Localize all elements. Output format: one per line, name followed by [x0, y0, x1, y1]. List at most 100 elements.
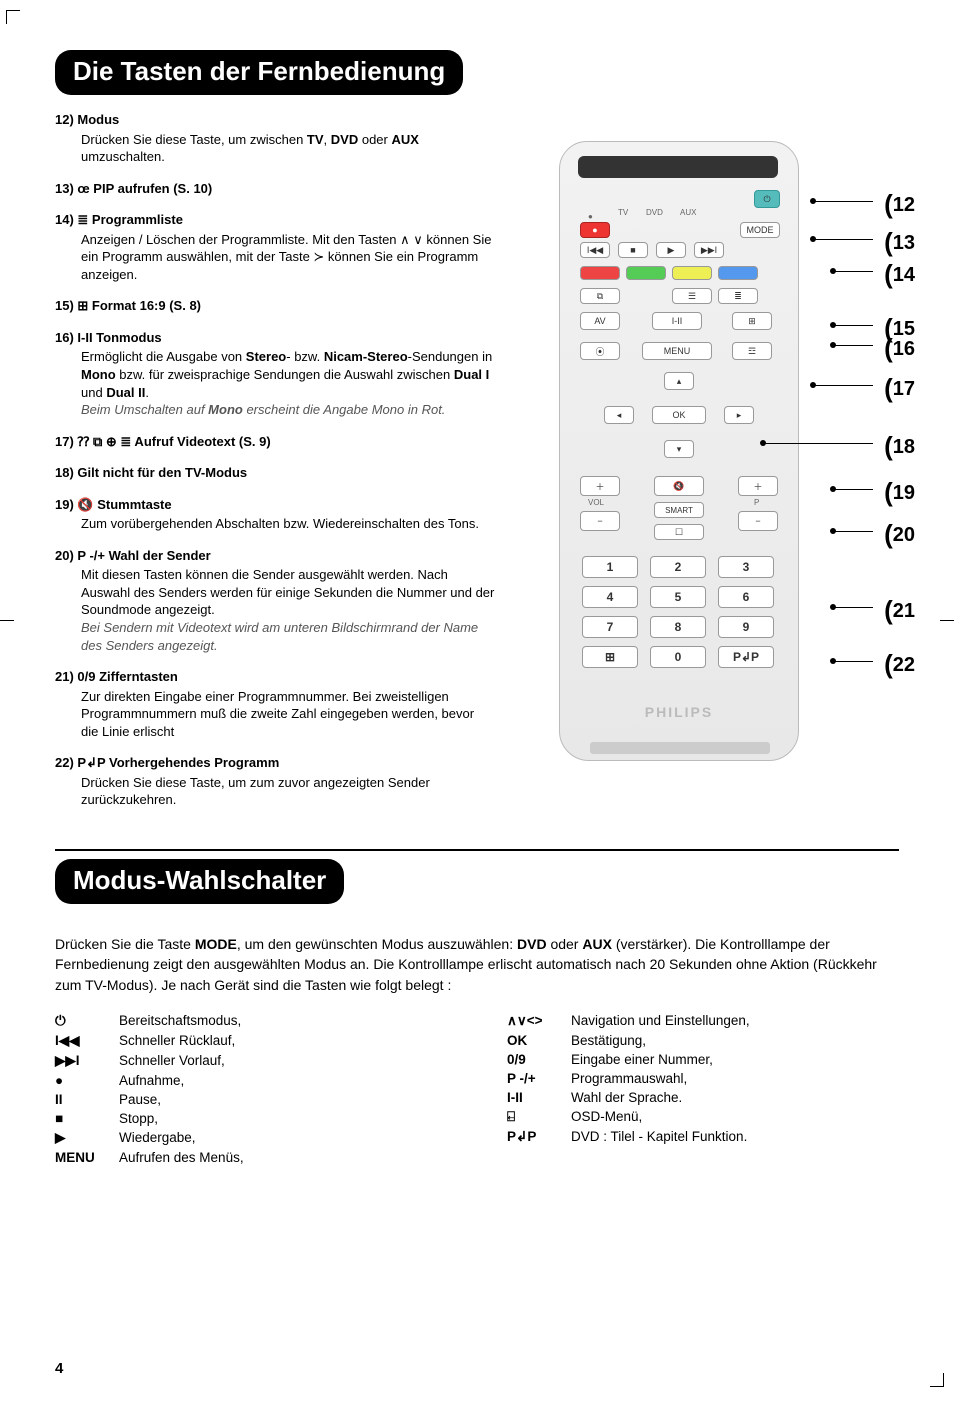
callout-dot [830, 322, 836, 328]
legend-row: I-IIWahl der Sprache. [507, 1090, 899, 1105]
callout-line [833, 661, 873, 662]
callout-dot [810, 382, 816, 388]
callout-dot [830, 268, 836, 274]
callout-dot [830, 342, 836, 348]
item-19: 19) 🔇 StummtasteZum vorübergehenden Absc… [55, 496, 495, 533]
item-12: 12) ModusDrücken Sie diese Taste, um zwi… [55, 111, 495, 166]
legend-row: ⍇OSD-Menü, [507, 1109, 899, 1125]
red-key[interactable] [580, 266, 620, 280]
prog-rocker[interactable]: ＋ P − [738, 476, 778, 525]
list-button[interactable]: ≣ [718, 288, 758, 304]
legend-row: ⏻Bereitschaftsmodus, [55, 1013, 447, 1029]
yellow-key[interactable] [672, 266, 712, 280]
smart2-button[interactable]: ☐ [654, 524, 704, 540]
callout-dot [760, 440, 766, 446]
digit-0[interactable]: 0 [650, 646, 706, 668]
item-16: 16) I-II TonmodusErmöglicht die Ausgabe … [55, 329, 495, 419]
smart-button[interactable]: SMART [654, 502, 704, 518]
section-header-tasten: Die Tasten der Fernbedienung [55, 50, 463, 95]
brand-philips: PHILIPS [560, 704, 798, 720]
digit-4[interactable]: 4 [582, 586, 638, 608]
nav-left[interactable]: ◂ [604, 406, 634, 424]
format-button[interactable]: ⊞ [732, 312, 772, 330]
green-key[interactable] [626, 266, 666, 280]
modus-intro-text: Drücken Sie die Taste MODE, um den gewün… [55, 934, 899, 995]
prev-prog-button[interactable]: P↲P [718, 646, 774, 668]
callout-21: (21 [884, 595, 915, 626]
callout-dot [830, 604, 836, 610]
callout-line [833, 271, 873, 272]
record-button[interactable]: ● [580, 222, 610, 238]
section-header-modus: Modus-Wahlschalter [55, 859, 344, 904]
item-18: 18) Gilt nicht für den TV-Modus [55, 464, 495, 482]
item-13: 13) œ PIP aufrufen (S. 10) [55, 180, 495, 198]
callout-dot [830, 528, 836, 534]
nav-right[interactable]: ▸ [724, 406, 754, 424]
crop-mark [930, 1373, 944, 1387]
callout-line [833, 489, 873, 490]
legend-row: P↲PDVD : Tilel - Kapitel Funktion. [507, 1129, 899, 1145]
label-dvd: DVD [646, 208, 663, 217]
legend-row: ▶Wiedergabe, [55, 1130, 447, 1146]
callout-line [833, 325, 873, 326]
power-button[interactable]: ⏻ [754, 190, 780, 208]
legend-row: MENUAufrufen des Menüs, [55, 1150, 447, 1165]
callout-dot [810, 198, 816, 204]
callout-line [813, 385, 873, 386]
nav-down[interactable]: ▾ [664, 440, 694, 458]
callout-dot [810, 236, 816, 242]
legend-row: IIPause, [55, 1092, 447, 1107]
legend-right: ∧∨<>Navigation und Einstellungen,OKBestä… [507, 1013, 899, 1169]
digit-6[interactable]: 6 [718, 586, 774, 608]
play-button[interactable]: ▶ [656, 242, 686, 258]
callout-dot [830, 658, 836, 664]
menu-button[interactable]: MENU [642, 342, 712, 360]
item-15: 15) ⊞ Format 16:9 (S. 8) [55, 297, 495, 315]
osd-button[interactable]: ⊞ [582, 646, 638, 668]
callout-dot [830, 486, 836, 492]
remote-body: ⏻ ● TV DVD AUX MODE ● I◀◀ ■ ▶ ▶▶I ⧉ ☰ ≣ … [559, 141, 799, 761]
i-ii-button[interactable]: I-II [652, 312, 702, 330]
remote-bottom-ridge [590, 742, 770, 754]
digit-7[interactable]: 7 [582, 616, 638, 638]
nav-pad: ▴ ◂ OK ▸ ▾ [604, 372, 754, 462]
stop-button[interactable]: ■ [618, 242, 648, 258]
top-area: 12) ModusDrücken Sie diese Taste, um zwi… [55, 111, 899, 809]
crop-tick [0, 620, 14, 621]
mode-button[interactable]: MODE [740, 222, 780, 238]
callout-22: (22 [884, 649, 915, 680]
item-22: 22) P↲P Vorhergehendes ProgrammDrücken S… [55, 754, 495, 809]
txt-button[interactable]: ☲ [732, 342, 772, 360]
callout-14: (14 [884, 259, 915, 290]
nav-ok[interactable]: OK [652, 406, 706, 424]
label-vol: VOL [588, 498, 628, 507]
active-button[interactable]: ⦿ [580, 342, 620, 360]
digit-1[interactable]: 1 [582, 556, 638, 578]
key-legend: ⏻Bereitschaftsmodus, I◀◀Schneller Rücklau… [55, 1013, 899, 1169]
callout-line [813, 239, 873, 240]
digit-2[interactable]: 2 [650, 556, 706, 578]
av-button[interactable]: AV [580, 312, 620, 330]
ffwd-button[interactable]: ▶▶I [694, 242, 724, 258]
blue-key[interactable] [718, 266, 758, 280]
digit-9[interactable]: 9 [718, 616, 774, 638]
digit-3[interactable]: 3 [718, 556, 774, 578]
digit-5[interactable]: 5 [650, 586, 706, 608]
callout-line [763, 443, 873, 444]
teletext-button[interactable]: ☰ [672, 288, 712, 304]
pip-button[interactable]: ⧉ [580, 288, 620, 304]
digit-8[interactable]: 8 [650, 616, 706, 638]
legend-row: ▶▶ISchneller Vorlauf, [55, 1053, 447, 1069]
vol-rocker[interactable]: ＋ VOL − [580, 476, 620, 525]
callout-18: (18 [884, 431, 915, 462]
legend-row: I◀◀Schneller Rücklauf, [55, 1033, 447, 1049]
label-aux: AUX [680, 208, 696, 217]
mute-button[interactable]: 🔇 [654, 476, 704, 496]
rewind-button[interactable]: I◀◀ [580, 242, 610, 258]
nav-up[interactable]: ▴ [664, 372, 694, 390]
callout-19: (19 [884, 477, 915, 508]
callout-line [833, 345, 873, 346]
crop-mark [6, 10, 20, 24]
callout-line [813, 201, 873, 202]
legend-row: ●Aufnahme, [55, 1073, 447, 1088]
